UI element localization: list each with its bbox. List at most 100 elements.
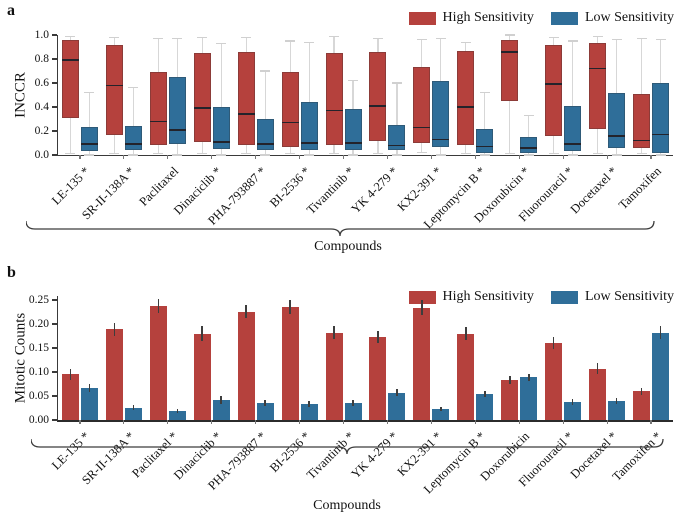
box-high-sensitivity xyxy=(457,50,475,146)
box-high-sensitivity xyxy=(237,51,255,146)
median-line xyxy=(413,126,431,129)
bar-high-sensitivity xyxy=(281,306,299,420)
median-line xyxy=(124,143,142,145)
bar-high-sensitivity xyxy=(633,391,651,420)
legend-label: Low Sensitivity xyxy=(584,10,674,25)
box-low-sensitivity xyxy=(564,105,582,152)
error-bar xyxy=(596,362,599,375)
error-bar xyxy=(201,325,204,342)
error-bar xyxy=(552,336,555,350)
median-line xyxy=(432,138,450,141)
bar-high-sensitivity xyxy=(193,333,211,420)
panel-b-brace xyxy=(31,438,664,455)
error-bar xyxy=(421,300,423,316)
whisker-cap xyxy=(260,154,271,156)
y-tick-label: 0.00 xyxy=(28,414,49,426)
y-tick-label: 1.0 xyxy=(34,29,49,41)
whisker-cap xyxy=(416,152,427,154)
y-tick-mark xyxy=(52,299,57,301)
whisker-cap xyxy=(460,153,471,155)
box-high-sensitivity xyxy=(545,44,563,136)
median-line xyxy=(608,135,626,137)
box-low-sensitivity xyxy=(168,77,186,145)
median-line xyxy=(237,113,255,115)
x-tick-mark xyxy=(606,155,608,159)
x-tick-mark xyxy=(650,420,652,424)
x-tick-mark xyxy=(650,155,652,159)
x-tick-mark xyxy=(430,155,432,159)
whisker-cap xyxy=(504,153,515,155)
whisker-cap xyxy=(655,39,666,41)
box-high-sensitivity xyxy=(369,51,387,141)
bar-high-sensitivity xyxy=(501,379,519,420)
whisker-cap xyxy=(567,40,578,42)
whisker-cap xyxy=(611,39,622,41)
x-tick-mark xyxy=(430,420,432,424)
bar-high-sensitivity xyxy=(149,305,167,420)
median-line xyxy=(193,107,211,109)
error-bar xyxy=(245,305,247,318)
bar-high-sensitivity xyxy=(105,329,123,420)
bar-low-sensitivity xyxy=(564,402,582,420)
error-bar xyxy=(615,397,618,404)
error-bar xyxy=(352,399,354,406)
legend-item-low-sensitivity: Low Sensitivity xyxy=(550,10,674,26)
error-bar xyxy=(113,322,116,336)
whisker-cap xyxy=(391,154,402,156)
x-category-label: YK 4-279 * xyxy=(348,164,401,217)
error-bar xyxy=(308,400,310,407)
whisker-cap xyxy=(172,38,183,40)
panel-a-plot-area: 0.0 0.2 0.4 0.6 0.8 1.0 xyxy=(35,29,673,161)
whisker-cap xyxy=(504,34,515,36)
whisker-cap xyxy=(84,154,95,156)
x-category-label: LE-135 * xyxy=(49,164,93,208)
whisker-cap xyxy=(109,36,120,38)
whisker-cap xyxy=(84,92,95,94)
whisker-cap xyxy=(548,153,559,155)
whisker-line xyxy=(572,41,574,155)
median-line xyxy=(388,144,406,147)
whisker-cap xyxy=(109,153,120,155)
y-tick-mark xyxy=(52,82,57,84)
median-line xyxy=(457,106,475,108)
y-tick-mark xyxy=(52,154,57,156)
box-low-sensitivity xyxy=(476,128,494,153)
whisker-line xyxy=(220,43,222,155)
box-high-sensitivity xyxy=(325,53,343,146)
whisker-cap xyxy=(241,153,252,155)
whisker-cap xyxy=(479,92,490,94)
box-low-sensitivity xyxy=(256,119,274,151)
bar-low-sensitivity xyxy=(300,403,318,420)
x-tick-mark xyxy=(386,420,389,424)
median-line xyxy=(80,143,98,145)
whisker-cap xyxy=(592,153,603,155)
y-tick-mark xyxy=(52,371,57,373)
whisker-cap xyxy=(523,114,534,116)
box-high-sensitivity xyxy=(105,44,123,135)
y-tick-label: 0.10 xyxy=(28,366,49,378)
panel-a-x-axis-label: Compounds xyxy=(314,239,382,254)
x-category-label: Docetaxel * xyxy=(567,164,621,217)
error-bar xyxy=(396,389,398,396)
error-bar xyxy=(377,331,379,343)
box-high-sensitivity xyxy=(413,67,431,143)
y-tick-label: 0.05 xyxy=(28,390,49,402)
median-line xyxy=(281,121,299,124)
box-low-sensitivity xyxy=(300,102,318,151)
box-high-sensitivity xyxy=(61,39,79,118)
whisker-cap xyxy=(372,153,383,155)
box-high-sensitivity xyxy=(589,43,607,129)
median-line xyxy=(149,120,167,123)
error-bar xyxy=(264,399,266,406)
median-line xyxy=(476,145,494,148)
whisker-cap xyxy=(636,153,647,155)
legend-item-high-sensitivity: High Sensitivity xyxy=(408,10,534,26)
whisker-cap xyxy=(329,153,340,155)
whisker-cap xyxy=(153,38,164,40)
bar-high-sensitivity xyxy=(457,333,475,420)
y-tick-mark xyxy=(52,58,57,60)
y-tick-label: 0.8 xyxy=(34,53,49,65)
error-bar xyxy=(220,396,223,404)
x-tick-mark xyxy=(167,155,169,159)
x-tick-mark xyxy=(255,420,257,424)
